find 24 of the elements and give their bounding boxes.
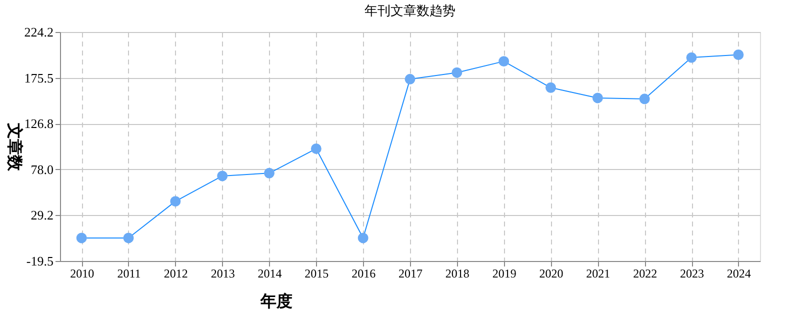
x-tick-label: 2022 <box>633 266 658 280</box>
x-tick-label: 2012 <box>164 266 188 280</box>
x-tick-label: 2018 <box>445 266 470 280</box>
y-tick-label: 29.2 <box>30 208 54 223</box>
x-tick-label: 2013 <box>210 266 235 280</box>
chart-title: 年刊文章数趋势 <box>364 3 456 18</box>
y-tick-label: 224.2 <box>24 24 54 40</box>
y-tick-label: 78.0 <box>30 162 54 177</box>
x-tick-label: 2010 <box>70 266 94 280</box>
x-axis-title: 年度 <box>260 292 292 310</box>
y-tick-label: 175.5 <box>24 70 54 86</box>
x-tick-label: 2016 <box>352 266 376 280</box>
x-tick-label: 2023 <box>680 266 704 280</box>
x-tick-label: 2020 <box>539 266 564 280</box>
x-tick-label: 2017 <box>398 266 422 280</box>
y-tick-label: -19.5 <box>26 254 54 268</box>
x-tick-label: 2014 <box>258 266 282 280</box>
x-tick-label: 2019 <box>492 266 516 280</box>
x-tick-label: 2021 <box>586 266 610 280</box>
y-tick-label: 126.8 <box>24 116 54 132</box>
x-tick-label: 2024 <box>726 266 751 280</box>
x-tick-label: 2011 <box>117 266 141 280</box>
x-tick-label: 2015 <box>304 266 329 280</box>
y-axis-title: 文章数 <box>5 122 24 172</box>
